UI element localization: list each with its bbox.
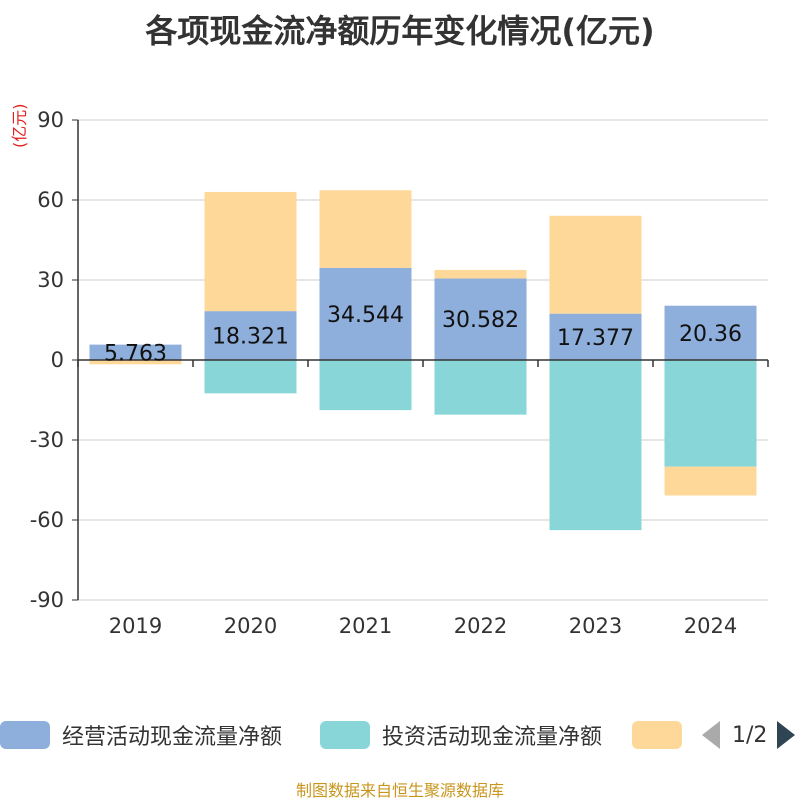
legend-swatch-third — [632, 721, 682, 749]
legend-pager: 1/2 — [702, 717, 800, 753]
bar-series1-2023 — [549, 360, 642, 531]
x-category-label: 2024 — [684, 614, 737, 638]
data-label: 17.377 — [557, 326, 634, 351]
footer-source: 制图数据来自恒生聚源数据库 — [295, 781, 504, 800]
y-tick-label: 60 — [37, 188, 64, 212]
bar-series0-2020 — [204, 311, 297, 360]
y-tick-label: -90 — [30, 588, 64, 612]
bar-series2-2023 — [549, 215, 642, 314]
y-tick-label: -30 — [30, 428, 64, 452]
data-label: 5.763 — [104, 341, 167, 366]
legend-swatch-operating — [0, 721, 50, 749]
x-category-label: 2020 — [224, 614, 277, 638]
bar-series2-2024 — [664, 466, 757, 496]
bar-series0-2022 — [434, 278, 527, 360]
legend-item-operating[interactable]: 经营活动现金流量净额 — [0, 717, 282, 753]
y-tick-label: -60 — [30, 508, 64, 532]
data-label: 20.36 — [679, 322, 742, 347]
data-label: 18.321 — [212, 325, 289, 350]
bar-series0-2023 — [549, 313, 642, 360]
pager-text: 1/2 — [732, 722, 768, 748]
data-label: 34.544 — [327, 303, 404, 328]
legend-label-operating: 经营活动现金流量净额 — [62, 725, 283, 750]
x-category-label: 2021 — [339, 614, 392, 638]
bar-series0-2019 — [89, 344, 182, 360]
bar-series2-2019 — [89, 360, 182, 365]
x-category-label: 2022 — [454, 614, 507, 638]
x-category-label: 2023 — [569, 614, 622, 638]
legend-item-investing[interactable]: 投资活动现金流量净额 — [320, 717, 602, 753]
bar-series2-2021 — [319, 190, 412, 268]
bar-series1-2022 — [434, 360, 527, 415]
pager-prev-icon[interactable] — [702, 721, 720, 749]
bar-series0-2021 — [319, 267, 412, 360]
y-tick-label: 0 — [51, 348, 64, 372]
y-tick-label: 30 — [37, 268, 64, 292]
y-tick-label: 90 — [37, 108, 64, 132]
pager-next-icon[interactable] — [777, 721, 796, 749]
bar-series1-2021 — [319, 360, 412, 411]
bar-series1-2020 — [204, 360, 297, 394]
bar-series2-2020 — [204, 191, 297, 312]
legend: 经营活动现金流量净额 投资活动现金流量净额 — [0, 717, 800, 753]
bar-series2-2022 — [434, 269, 527, 279]
x-category-label: 2019 — [109, 614, 162, 638]
legend-item-third[interactable] — [632, 717, 682, 753]
legend-swatch-investing — [320, 721, 370, 749]
chart-title: 各项现金流净额历年变化情况(亿元) — [145, 12, 655, 50]
data-label: 30.582 — [442, 308, 519, 333]
bar-series0-2024 — [664, 305, 757, 360]
bar-series1-2024 — [664, 360, 757, 467]
stacked-bar-chart: 90 60 30 0 -30 -60 -90 2019 2020 2021 2022 2023 2024… — [30, 108, 769, 638]
legend-label-investing: 投资活动现金流量净额 — [382, 725, 603, 750]
